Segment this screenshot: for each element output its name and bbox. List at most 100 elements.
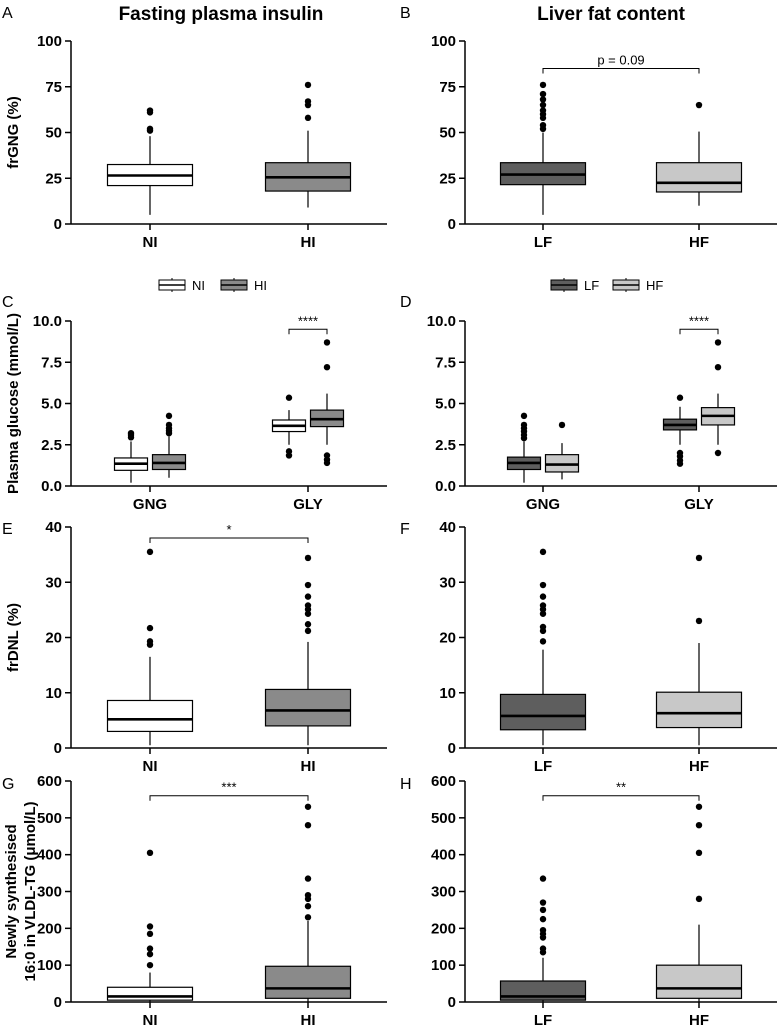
outlier-point: [539, 90, 547, 98]
outlier-point: [539, 610, 547, 617]
x-category-label-e: HI: [301, 758, 316, 775]
significance-label: p = 0.09: [597, 52, 644, 67]
outlier-point: [304, 581, 312, 589]
y-tick-label-c: 0.0: [41, 478, 62, 495]
y-tick-label-g: 500: [37, 810, 62, 827]
y-tick-label-c: 5.0: [41, 396, 62, 413]
y-tick-label-b: 25: [439, 170, 456, 187]
outlier-point: [695, 895, 703, 903]
y-tick-label-f: 30: [439, 574, 456, 591]
box-body: [655, 691, 743, 729]
outlier-point: [539, 101, 547, 109]
legend-label: NI: [192, 278, 205, 293]
outlier-point: [304, 610, 312, 617]
panel-d: D 0.0 2.5 5.0 7.5 10.0 GNG GLY LF HF ****: [400, 278, 777, 513]
outlier-point: [539, 623, 547, 631]
x-category-label-d: GNG: [526, 496, 560, 513]
outlier-point: [695, 554, 703, 562]
outlier-point: [146, 548, 154, 556]
panel-a: A 0 25 50 75 100 NI HI frGNG (%): [2, 5, 387, 251]
box-e-hi-hi: [264, 554, 352, 746]
box-g-ni-ni: [106, 849, 194, 1002]
outlier-point: [539, 638, 547, 645]
box-a-ni-ni: [106, 107, 194, 215]
x-category-label-g: NI: [143, 1012, 158, 1029]
significance-label: **: [616, 780, 626, 795]
box-e-ni-ni: [106, 548, 194, 746]
significance-label: ***: [221, 780, 236, 795]
bracket-line: [288, 328, 328, 335]
box-body: [499, 693, 587, 731]
panel-h: H 0 100 200 300 400 500 600 LF HF **: [400, 773, 777, 1029]
x-category-label-f: LF: [534, 758, 552, 775]
x-category-label-a: NI: [143, 234, 158, 251]
bracket-line: [542, 795, 700, 801]
significance-bracket-c: ****: [288, 313, 328, 335]
box-body: [655, 964, 743, 999]
panel-b: B 0 25 50 75 100 LF HF p = 0.09: [400, 5, 777, 251]
y-tick-label-d: 5.0: [435, 396, 456, 413]
outlier-point: [304, 114, 312, 122]
outlier-point: [146, 923, 154, 930]
y-tick-label-g: 200: [37, 920, 62, 937]
x-category-label-d: GLY: [684, 496, 713, 513]
significance-bracket-g: ***: [149, 780, 309, 801]
outlier-point: [304, 98, 312, 105]
box-h-lf-lf: [499, 875, 587, 1002]
box-c-hi-gly: [309, 339, 345, 467]
y-tick-label-f: 10: [439, 685, 456, 702]
outlier-point: [304, 891, 312, 899]
y-tick-label-a: 25: [45, 170, 62, 187]
outlier-point: [304, 593, 312, 600]
y-tick-label-h: 500: [431, 810, 456, 827]
box-body: [655, 162, 743, 193]
outlier-point: [539, 875, 547, 882]
x-category-label-c: GNG: [133, 496, 167, 513]
outlier-point: [304, 81, 312, 89]
bracket-line: [542, 67, 700, 74]
outlier-point: [539, 121, 547, 129]
x-category-label-h: HF: [689, 1012, 709, 1029]
legend-entry-c-ni: NI: [158, 278, 205, 293]
significance-label: ****: [689, 313, 709, 328]
outlier-point: [714, 449, 722, 457]
box-c-ni-gng: [113, 430, 149, 483]
box-h-hf-hf: [655, 803, 743, 1002]
outlier-point: [304, 914, 312, 921]
y-tick-label-a: 75: [45, 79, 62, 96]
panel-letter-h: H: [400, 776, 412, 793]
outlier-point: [323, 364, 331, 371]
box-body: [106, 986, 194, 1001]
y-tick-label-d: 7.5: [435, 354, 456, 371]
y-tick-label-c: 7.5: [41, 354, 62, 371]
significance-bracket-e: *: [149, 522, 309, 544]
x-category-label-e: NI: [143, 758, 158, 775]
outlier-point: [165, 412, 173, 420]
panel-f: F 0 10 20 30 40 LF HF: [400, 519, 777, 775]
outlier-point: [146, 961, 154, 969]
outlier-point: [695, 617, 703, 625]
x-category-label-a: HI: [301, 234, 316, 251]
y-tick-label-g: 400: [37, 847, 62, 864]
outlier-point: [304, 875, 312, 882]
box-c-hi-gng: [151, 412, 187, 478]
box-b-hf-hf: [655, 101, 743, 206]
significance-bracket-b: p = 0.09: [542, 52, 700, 74]
outlier-point: [539, 915, 547, 923]
significance-label: ****: [298, 313, 318, 328]
outlier-point: [146, 125, 154, 133]
outlier-point: [539, 107, 547, 114]
outlier-point: [146, 624, 154, 632]
y-tick-label-a: 50: [45, 125, 62, 142]
legend-entry-d-hf: HF: [612, 278, 663, 293]
column-title-right: Liver fat content: [537, 4, 685, 25]
y-tick-label-g: 0: [54, 994, 62, 1011]
y-tick-label-e: 30: [45, 574, 62, 591]
outlier-point: [285, 394, 293, 401]
y-tick-label-c: 2.5: [41, 437, 62, 454]
x-category-label-h: LF: [534, 1012, 552, 1029]
outlier-point: [304, 903, 312, 910]
outlier-point: [520, 421, 528, 429]
